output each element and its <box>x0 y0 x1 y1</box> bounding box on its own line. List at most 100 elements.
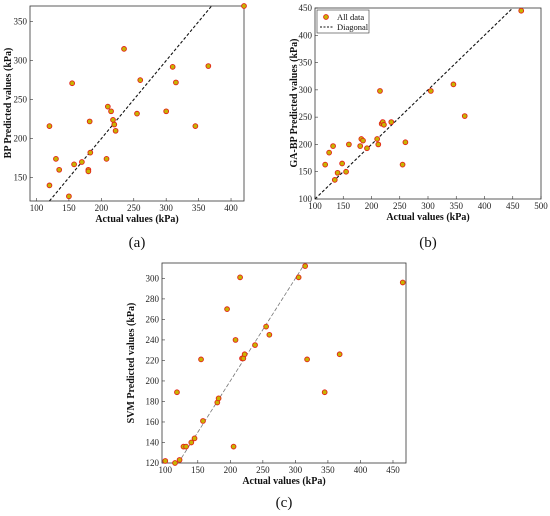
panel-b-x-tick-label: 200 <box>365 201 379 211</box>
panel-c-data-point <box>215 395 222 402</box>
panel-b-x-tick-label: 500 <box>534 201 548 211</box>
panel-a-data-point <box>87 149 94 156</box>
panel-b-data-point <box>518 7 525 14</box>
panel-c-data-point <box>198 356 204 363</box>
panel-c-x-tick-label: 300 <box>289 465 303 475</box>
panel-b-x-tick-label: 300 <box>421 201 435 211</box>
panel-c-data-point <box>237 274 243 281</box>
panel-a-data-point <box>104 103 111 110</box>
panel-a-y-tick-label: 350 <box>14 17 28 27</box>
panel-b-data-point <box>375 141 382 148</box>
panel-a-x-axis-label: Actual values (kPa) <box>95 214 178 225</box>
panel-a-label: (a) <box>129 235 146 251</box>
panel-c-axes-frame <box>161 262 407 464</box>
panel-a-x-tick-label: 100 <box>30 203 44 213</box>
panel-a-y-tick-label: 150 <box>14 173 28 183</box>
panel-c-data-point <box>336 351 343 358</box>
panel-c-data-point <box>399 279 406 286</box>
panel-c-x-axis-label: Actual values (kPa) <box>242 476 325 487</box>
panel-c-y-axis-label: SVM Predicted values (kPa) <box>126 303 137 424</box>
panel-b-y-tick-label: 150 <box>299 167 313 177</box>
panel-b-data-point <box>450 81 457 88</box>
panel-a-diagonal-line <box>49 5 212 202</box>
panel-b-data-point <box>388 119 395 125</box>
panel-a-x-tick-label: 200 <box>95 203 109 213</box>
panel-b-y-tick-label: 100 <box>299 194 313 204</box>
panel-a-data-point <box>71 161 77 168</box>
panel-b-legend-label-all-data: All data <box>337 12 364 22</box>
panel-a-data-point <box>121 46 127 52</box>
panel-b-data-point <box>326 149 332 156</box>
panel-a-data-point <box>103 156 110 162</box>
panel-a-data-point <box>110 117 116 123</box>
panel-a: 100 150 200 250 300 350 400 150 200 250 300 350 Act… <box>3 3 247 251</box>
panel-a-points <box>46 3 247 200</box>
panel-b-x-axis-label: Actual values (kPa) <box>386 212 469 223</box>
panel-a-y-axis-label: BP Predicted values (kPa) <box>3 48 14 159</box>
panel-b-data-point <box>360 137 366 144</box>
panel-c-y-tick-label: 300 <box>146 273 160 283</box>
panel-b-y-tick-label: 200 <box>299 139 313 149</box>
panel-c-y-tick-label: 200 <box>146 376 160 386</box>
panel-b-points <box>322 7 525 183</box>
panel-a-y-tick-label: 250 <box>14 95 28 105</box>
panel-a-data-point <box>241 3 247 9</box>
panel-c-data-point <box>232 337 239 343</box>
panel-b-y-tick-label: 350 <box>299 58 313 68</box>
panel-c-y-tick-label: 260 <box>146 314 160 324</box>
panel-a-data-point <box>163 108 170 115</box>
panel-c-data-point <box>321 389 328 396</box>
panel-b-data-point <box>322 161 329 168</box>
panel-c-x-tick-label: 250 <box>256 465 270 475</box>
panel-b-label: (b) <box>419 235 437 251</box>
panel-b-y-axis-label: GA-BP Predicted values (kPa) <box>289 39 300 168</box>
panel-c-y-tick-label: 160 <box>146 417 160 427</box>
panel-a-data-point <box>169 63 176 70</box>
panel-b-legend: All data Diagonal <box>316 9 370 34</box>
panel-b-diagonal-line <box>314 7 514 200</box>
panel-b-data-point <box>364 145 370 152</box>
panel-a-y-tick-label: 200 <box>14 134 28 144</box>
panel-c-y-tick-label: 180 <box>146 396 160 406</box>
panel-b-data-point <box>461 113 468 119</box>
panel-c-data-point <box>252 342 258 348</box>
panel-c-x-tick-label: 400 <box>354 465 368 475</box>
panel-a-data-point <box>56 166 63 173</box>
panel-b-data-point <box>402 139 409 146</box>
panel-c-data-point <box>241 351 248 358</box>
panel-b-x-tick-label: 250 <box>393 201 407 211</box>
panel-a-data-point <box>111 121 118 128</box>
panel-c-data-point <box>224 306 230 313</box>
panel-b-data-point <box>377 88 383 94</box>
panel-c-y-tick-label: 140 <box>146 437 160 447</box>
panel-c-data-point <box>183 443 189 450</box>
panel-a-data-point <box>53 156 59 162</box>
panel-b-data-point <box>374 136 381 142</box>
panel-a-data-point <box>85 168 92 175</box>
panel-b: 100 150 200 250 300 350 400 450 500 100 150 200 250 3… <box>289 3 548 251</box>
panel-c: 100 150 200 250 300 350 400 450 120 140 160 180 200 2… <box>126 262 407 511</box>
panel-b-data-point <box>427 88 434 94</box>
panel-c-ticks: 100 150 200 250 300 350 400 450 120 140 160 180 200 2… <box>146 273 401 475</box>
panel-a-data-point <box>134 110 140 117</box>
panel-c-data-point <box>266 331 273 338</box>
panel-a-data-point <box>173 79 179 86</box>
panel-c-y-tick-label: 220 <box>146 355 160 365</box>
panel-b-y-tick-label: 250 <box>299 112 313 122</box>
panel-c-data-point <box>188 439 195 446</box>
panel-b-x-tick-label: 400 <box>478 201 492 211</box>
panel-a-data-point <box>69 80 76 87</box>
panel-c-data-point <box>263 323 269 330</box>
panel-b-data-point <box>330 143 336 149</box>
panel-a-x-tick-label: 400 <box>224 203 238 213</box>
panel-a-x-tick-label: 350 <box>192 203 206 213</box>
panel-c-points <box>162 263 406 466</box>
panel-c-x-tick-label: 200 <box>224 465 238 475</box>
panel-a-ticks: 100 150 200 250 300 350 400 150 200 250 300 350 <box>14 17 239 213</box>
panel-c-y-tick-label: 240 <box>146 335 160 345</box>
panel-c-data-point <box>304 356 310 363</box>
panel-a-data-point <box>46 182 53 189</box>
panel-b-x-tick-label: 450 <box>506 201 520 211</box>
